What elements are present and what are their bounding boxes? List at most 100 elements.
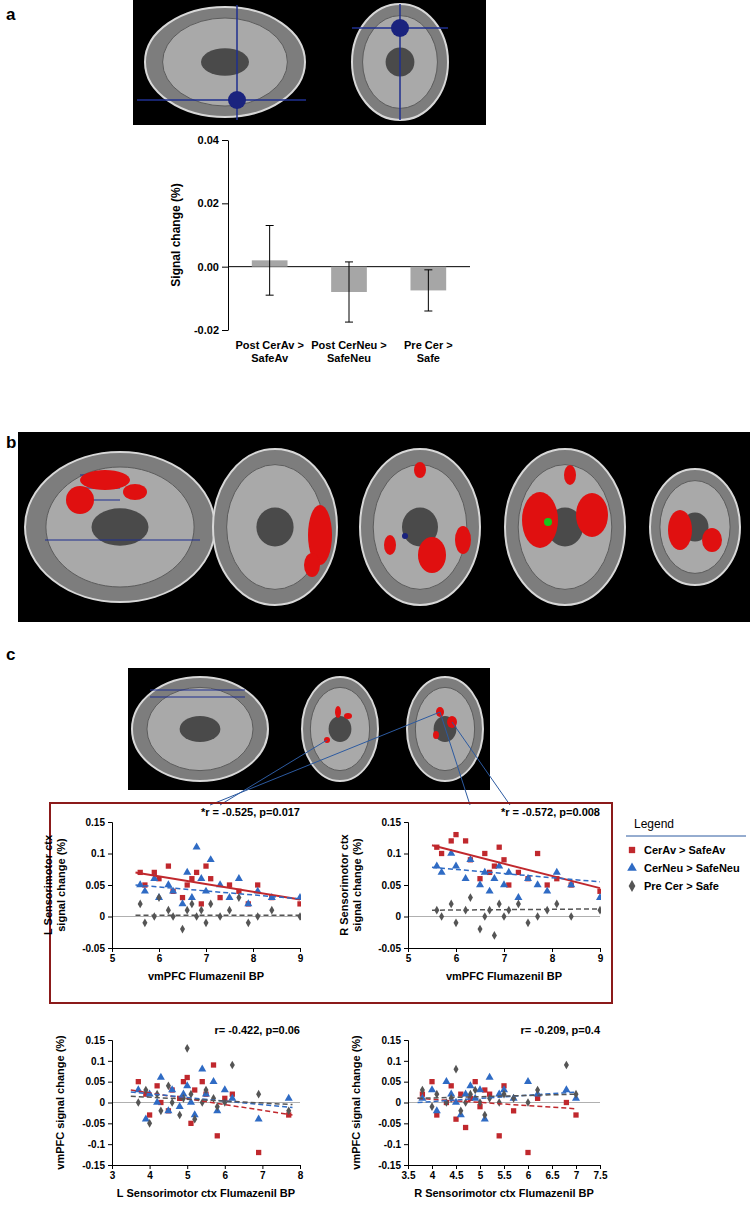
tick-label: 5 bbox=[478, 1170, 484, 1181]
point bbox=[476, 1085, 484, 1092]
fit-line bbox=[418, 1092, 576, 1102]
point bbox=[221, 1085, 229, 1092]
tick-label: -0.1 bbox=[384, 1139, 402, 1150]
tick: 0.1 bbox=[91, 1056, 112, 1067]
point bbox=[535, 1086, 540, 1095]
point bbox=[177, 1111, 182, 1120]
point bbox=[573, 1112, 578, 1117]
activation bbox=[522, 492, 558, 548]
legend-symbol bbox=[629, 847, 635, 853]
error-cap bbox=[266, 225, 274, 226]
fit-line bbox=[418, 1098, 576, 1108]
legend-title: Legend bbox=[634, 817, 674, 831]
point bbox=[156, 893, 161, 902]
point bbox=[153, 1098, 161, 1105]
brain-outline bbox=[360, 449, 480, 605]
tick-label: 3.5 bbox=[402, 1170, 416, 1181]
connector bbox=[210, 712, 440, 805]
point bbox=[200, 1079, 205, 1084]
point bbox=[535, 912, 540, 921]
point bbox=[511, 1108, 516, 1113]
activation bbox=[455, 526, 471, 554]
point bbox=[189, 900, 194, 909]
point bbox=[473, 1079, 478, 1084]
x-axis-title: L Sensorimotor ctx Flumazenil BP bbox=[117, 1187, 295, 1199]
point bbox=[138, 900, 143, 909]
point bbox=[501, 857, 506, 862]
tick-mark bbox=[600, 948, 601, 952]
tick: 4 bbox=[147, 1165, 153, 1181]
tick: 3 bbox=[110, 1165, 116, 1181]
point bbox=[535, 851, 540, 856]
tick: -0.1 bbox=[384, 1139, 408, 1150]
category-label: Post CerNeu >SafeNeu bbox=[311, 339, 387, 364]
x-axis-title: R Sensorimotor ctx Flumazenil BP bbox=[414, 1187, 594, 1199]
tick-label: 8 bbox=[550, 953, 556, 964]
legend-label: Pre Cer > Safe bbox=[644, 880, 719, 892]
tick-label: 0.02 bbox=[198, 197, 219, 209]
tick-label: 0 bbox=[99, 1097, 105, 1108]
slice-line bbox=[150, 696, 245, 697]
tick: 7 bbox=[260, 1165, 266, 1181]
point bbox=[235, 874, 243, 881]
axis-line bbox=[404, 1041, 409, 1166]
point bbox=[562, 1085, 570, 1092]
point bbox=[152, 912, 157, 921]
point bbox=[554, 900, 559, 909]
tick-label: 7 bbox=[502, 953, 508, 964]
point bbox=[545, 906, 550, 915]
tick: 0 bbox=[99, 1097, 112, 1108]
point bbox=[183, 1081, 191, 1088]
panel-label: c bbox=[6, 645, 15, 664]
tick-mark bbox=[108, 948, 112, 949]
point bbox=[453, 1065, 458, 1074]
point bbox=[439, 851, 444, 856]
point bbox=[147, 1112, 152, 1117]
brain-inner bbox=[163, 18, 288, 106]
point bbox=[180, 925, 185, 934]
point bbox=[197, 874, 205, 881]
point bbox=[428, 1085, 436, 1092]
activation bbox=[304, 553, 320, 577]
point bbox=[211, 1094, 216, 1103]
point bbox=[285, 1094, 293, 1101]
brain-outline bbox=[25, 452, 215, 602]
point bbox=[136, 1098, 141, 1107]
brain-inner bbox=[46, 467, 194, 587]
point bbox=[418, 1094, 426, 1101]
error-bar bbox=[424, 270, 432, 311]
tick: 4 bbox=[430, 1165, 436, 1181]
points bbox=[136, 843, 302, 934]
tick-mark bbox=[108, 1165, 112, 1166]
tick-label: 5 bbox=[110, 953, 116, 964]
axis: 345678 bbox=[110, 1165, 304, 1181]
tick-mark bbox=[404, 948, 408, 949]
point bbox=[468, 893, 473, 902]
axis-line bbox=[228, 141, 229, 331]
activation bbox=[66, 486, 94, 514]
tick-mark bbox=[504, 1165, 505, 1169]
tick: 7 bbox=[502, 948, 508, 964]
tick: 8 bbox=[298, 1165, 304, 1181]
point bbox=[439, 912, 444, 921]
tick-mark bbox=[552, 1165, 553, 1169]
point bbox=[477, 925, 482, 934]
tick-mark bbox=[432, 1165, 433, 1169]
tick: Post CerAv >SafeAv bbox=[235, 339, 303, 364]
point bbox=[198, 1065, 206, 1072]
tick-mark bbox=[108, 917, 112, 918]
point bbox=[194, 912, 199, 921]
tick-label: 6.5 bbox=[546, 1170, 560, 1181]
point bbox=[218, 912, 223, 921]
axis-line bbox=[404, 823, 409, 949]
point bbox=[166, 863, 171, 868]
point bbox=[449, 838, 454, 843]
tick-label: 6 bbox=[526, 1170, 532, 1181]
point bbox=[297, 912, 301, 921]
annotation: r= -0.209, p=0.4 bbox=[521, 1024, 601, 1036]
point bbox=[142, 1115, 150, 1122]
point bbox=[429, 1102, 434, 1111]
brain-outline bbox=[505, 449, 625, 605]
point bbox=[230, 1061, 235, 1070]
tick-mark bbox=[112, 948, 113, 952]
